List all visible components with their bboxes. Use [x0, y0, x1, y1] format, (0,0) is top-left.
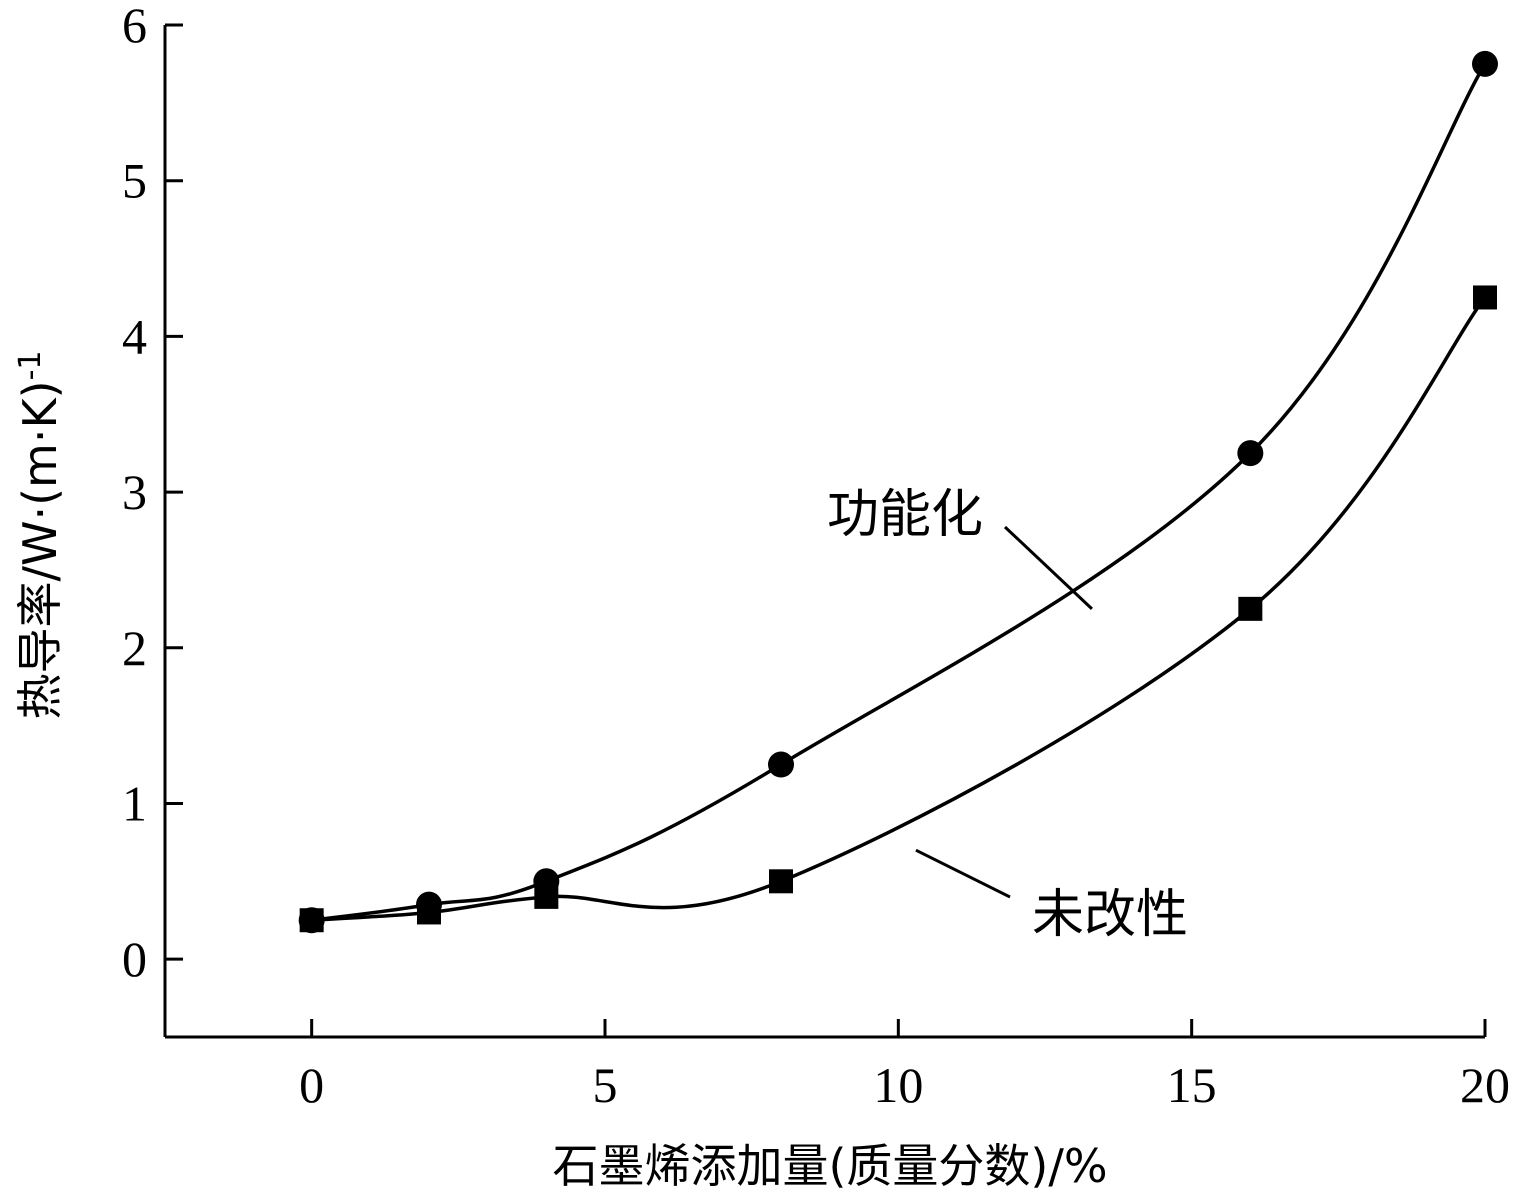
series-line — [311, 296, 1487, 922]
axis-labels: 石墨烯添加量(质量分数)/% 热导率/W·(m·K)-1 — [13, 350, 1108, 1193]
data-point-square — [534, 884, 559, 909]
x-tick-label: 20 — [1460, 1057, 1510, 1113]
y-axis-label-main: 热导率/W·(m·K) — [13, 380, 67, 719]
x-tick-label: 10 — [873, 1057, 923, 1113]
y-tick-label: 3 — [122, 464, 147, 520]
data-point-circle — [1237, 440, 1264, 467]
data-point-square — [1238, 596, 1263, 621]
x-tick-label: 0 — [299, 1057, 324, 1113]
x-tick-label: 5 — [593, 1057, 618, 1113]
data-point-circle — [1472, 50, 1498, 77]
data-point-square — [1473, 285, 1497, 310]
y-tick-label: 5 — [122, 153, 147, 209]
y-tick-label: 6 — [122, 0, 147, 53]
data-point-square — [299, 908, 324, 933]
data-point-circle — [768, 751, 794, 778]
y-tick-label: 4 — [122, 308, 147, 364]
x-axis-label: 石墨烯添加量(质量分数)/% — [552, 1139, 1107, 1193]
series-layer — [298, 50, 1498, 934]
annotation-label: 未改性 — [1032, 885, 1188, 945]
y-tick-label: 0 — [122, 931, 147, 987]
series-line — [311, 63, 1487, 922]
annotation-label: 功能化 — [827, 485, 983, 545]
data-point-square — [769, 869, 793, 894]
axes: 0 5 10 15 20 0 1 2 3 4 5 6 — [122, 0, 1510, 1113]
x-tick-label: 15 — [1167, 1057, 1217, 1113]
y-tick-label: 1 — [122, 775, 147, 831]
y-tick-label: 2 — [122, 620, 147, 676]
y-axis-label-superscript: -1 — [13, 350, 48, 380]
y-axis-label: 热导率/W·(m·K)-1 — [13, 350, 67, 719]
annotation-leader — [1003, 525, 1093, 610]
data-point-square — [417, 900, 441, 925]
annotation-leader — [915, 848, 1011, 899]
series-unmodified — [299, 285, 1497, 933]
